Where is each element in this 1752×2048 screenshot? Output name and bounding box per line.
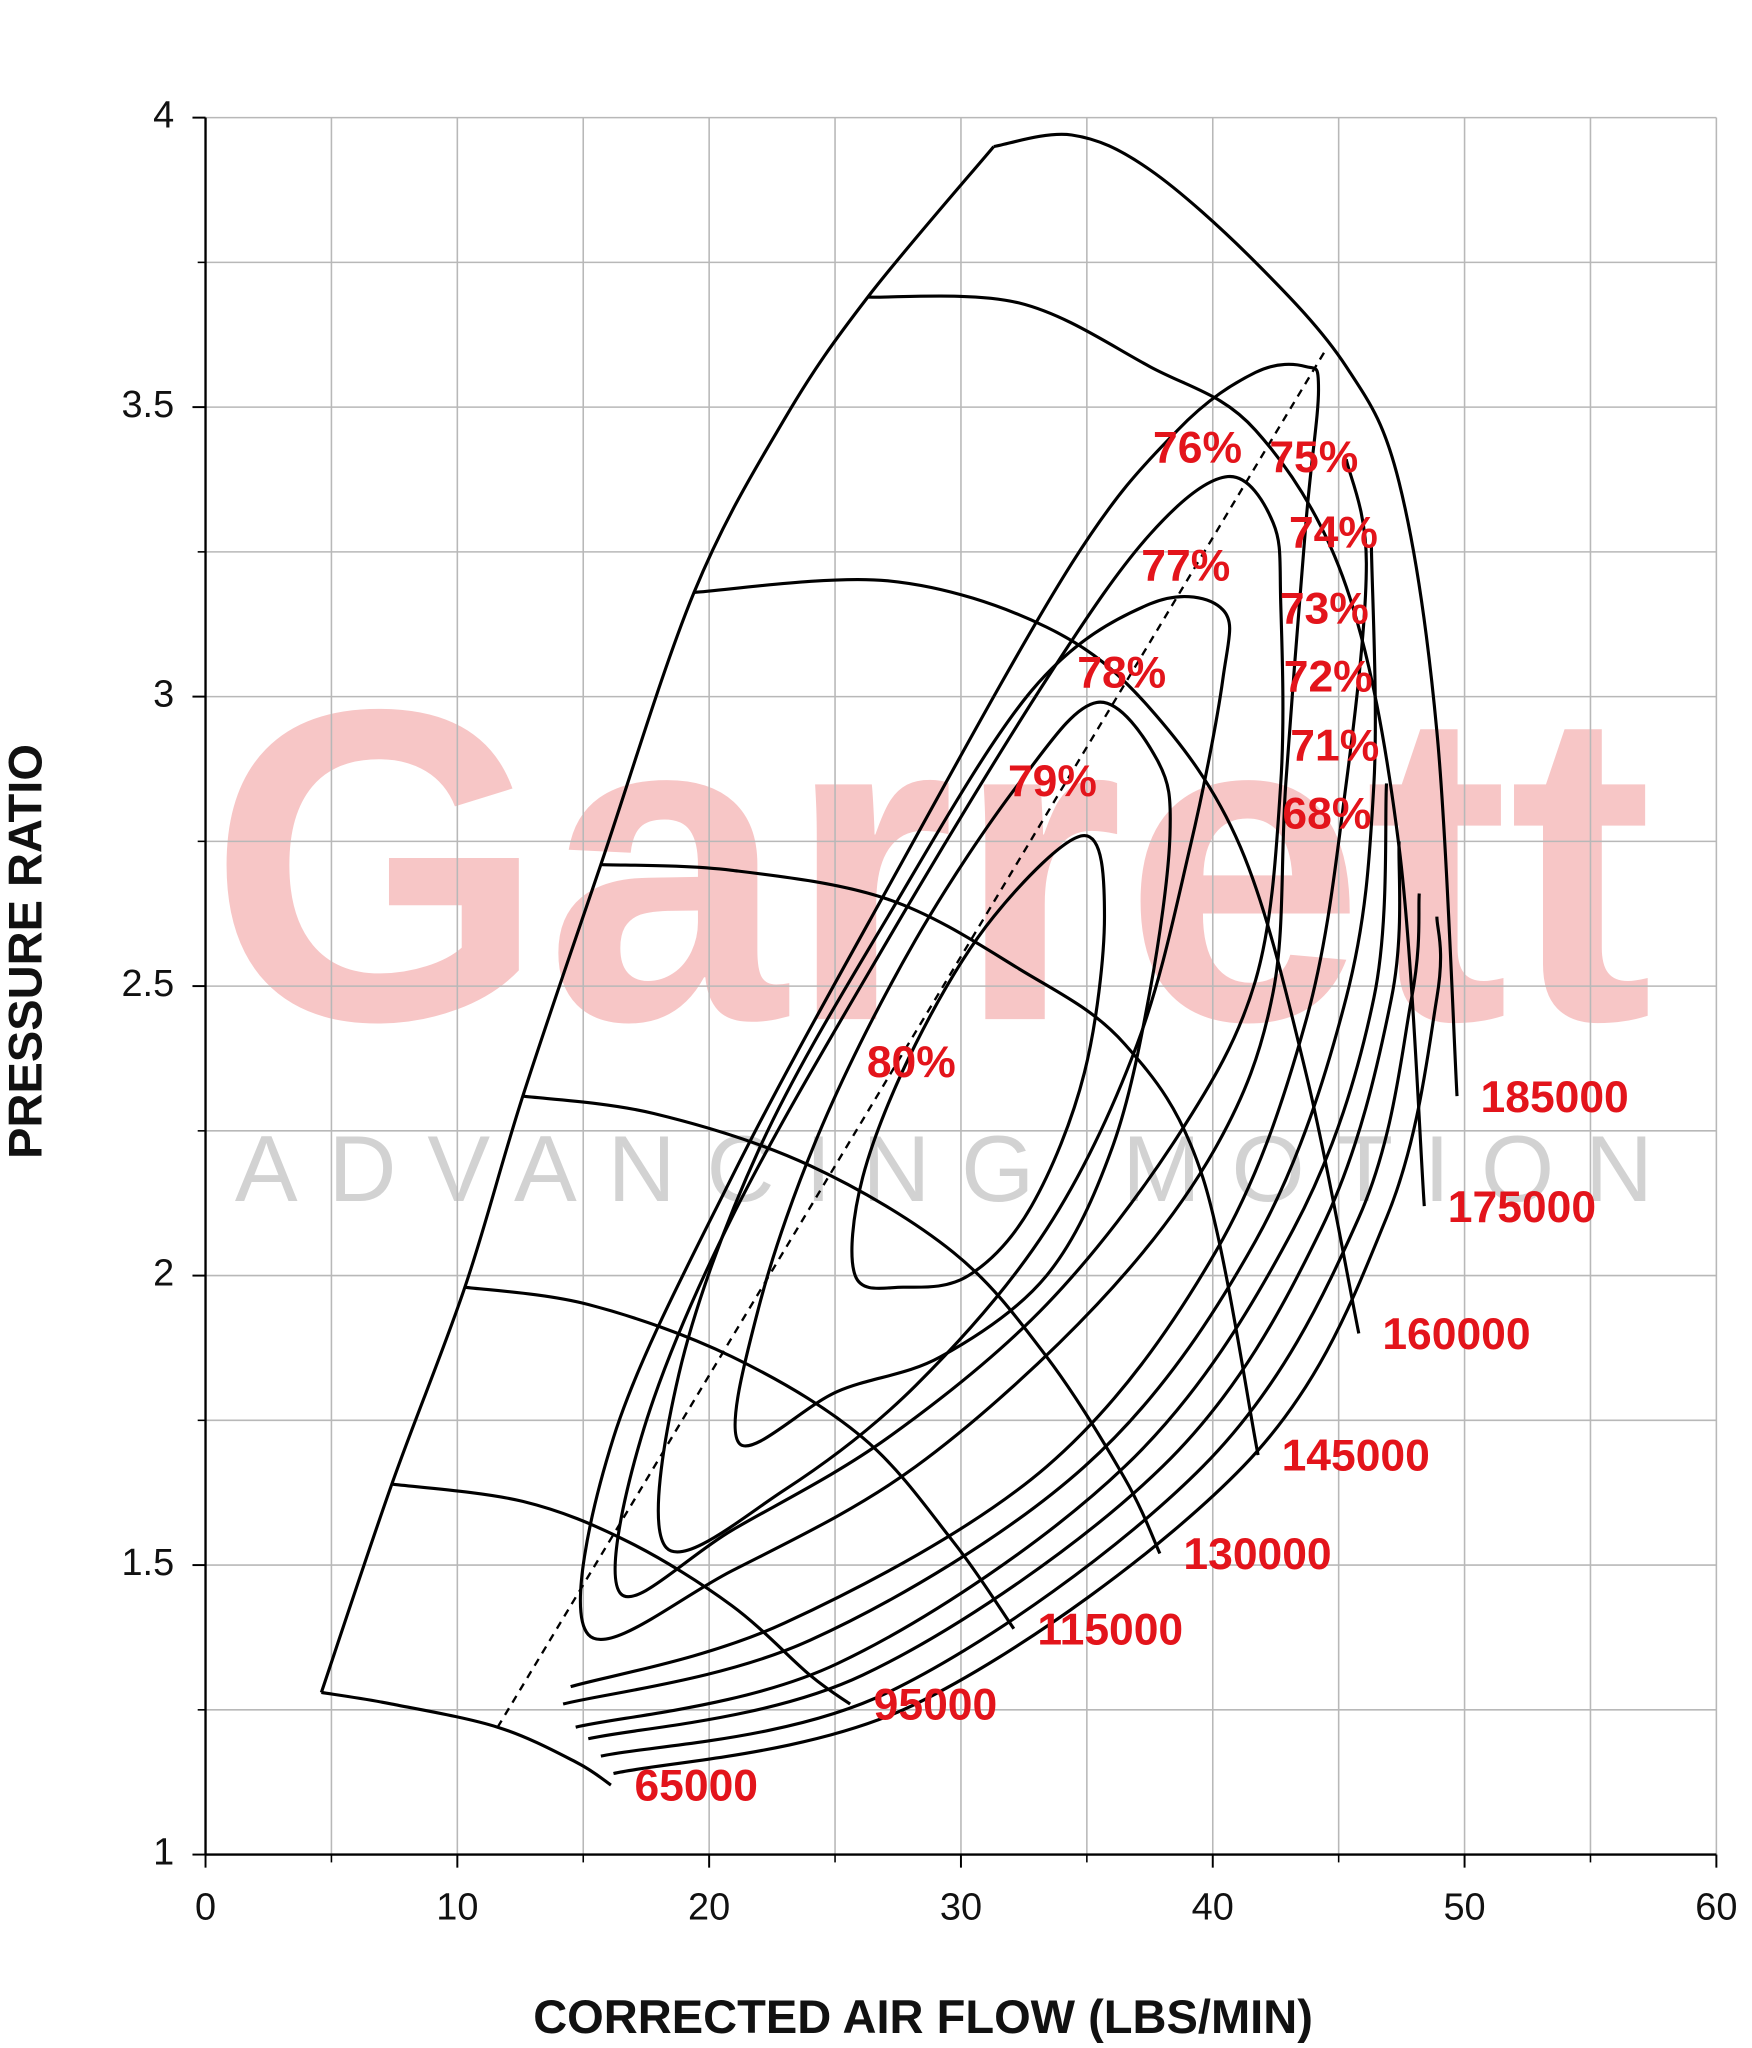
x-tick-label: 10 — [436, 1886, 478, 1928]
efficiency-label: 73% — [1280, 584, 1369, 633]
speed-label: 175000 — [1448, 1183, 1596, 1232]
efficiency-contour — [656, 594, 1232, 1554]
grid: 0 10 20 30 40 50 60 1 1.5 2 2.5 3 3.5 4 — [121, 95, 1737, 1929]
efficiency-contour — [613, 916, 1443, 1776]
speed-label: 130000 — [1183, 1530, 1331, 1579]
efficiency-contour — [570, 458, 1368, 1689]
efficiency-label: 76% — [1153, 424, 1242, 473]
efficiency-contour — [587, 841, 1402, 1741]
efficiency-contour — [613, 475, 1285, 1599]
speed-label: 95000 — [874, 1681, 998, 1730]
efficiency-label: 74% — [1289, 509, 1378, 558]
efficiency-contour — [600, 893, 1421, 1758]
efficiency-label: 77% — [1141, 541, 1230, 590]
efficiency-label: 72% — [1284, 652, 1373, 701]
speed-line — [993, 132, 1459, 1097]
x-axis-title: CORRECTED AIR FLOW (LBS/MIN) — [533, 1990, 1313, 2043]
y-tick-label: 3 — [153, 674, 174, 716]
speed-label: 115000 — [1037, 1605, 1183, 1654]
y-tick-label: 1.5 — [121, 1542, 174, 1584]
efficiency-contour — [562, 546, 1377, 1706]
y-tick-label: 4 — [153, 95, 174, 137]
y-axis-title: PRESSURE RATIO — [0, 744, 52, 1159]
speed-line — [867, 294, 1426, 1207]
speed-label: 65000 — [634, 1762, 758, 1811]
x-tick-label: 40 — [1192, 1886, 1234, 1928]
speed-line — [522, 1094, 1162, 1555]
speed-line — [321, 1690, 612, 1787]
plot — [319, 132, 1459, 1787]
x-tick-label: 50 — [1443, 1886, 1485, 1928]
efficiency-label: 78% — [1077, 648, 1166, 697]
y-tick-label: 2 — [153, 1253, 174, 1295]
speed-label: 160000 — [1382, 1310, 1530, 1359]
efficiency-contour — [733, 700, 1172, 1448]
efficiency-label: 79% — [1008, 757, 1097, 806]
y-tick-label: 2.5 — [121, 963, 174, 1005]
speed-line — [600, 862, 1260, 1456]
speed-label: 185000 — [1481, 1073, 1629, 1122]
y-tick-label: 1 — [153, 1832, 174, 1874]
x-tick-label: 30 — [940, 1886, 982, 1928]
efficiency-label: 80% — [867, 1038, 956, 1087]
surge-line — [319, 145, 995, 1693]
x-tick-label: 60 — [1695, 1886, 1737, 1928]
speed-line — [464, 1285, 1016, 1630]
speed-line — [391, 1482, 852, 1706]
efficiency-label: 71% — [1290, 722, 1379, 771]
x-tick-label: 20 — [688, 1886, 730, 1928]
efficiency-label: 75% — [1269, 433, 1358, 482]
speed-label: 145000 — [1282, 1432, 1430, 1481]
watermark-tagline: ADVANCING MOTION — [235, 1116, 1653, 1221]
y-tick-label: 3.5 — [121, 384, 174, 426]
efficiency-contour — [578, 362, 1321, 1642]
efficiency-label: 68% — [1282, 790, 1371, 839]
efficiency-contour — [850, 833, 1107, 1290]
speed-line — [693, 577, 1361, 1334]
efficiency-contour — [575, 783, 1389, 1729]
x-tick-label: 0 — [195, 1886, 216, 1928]
